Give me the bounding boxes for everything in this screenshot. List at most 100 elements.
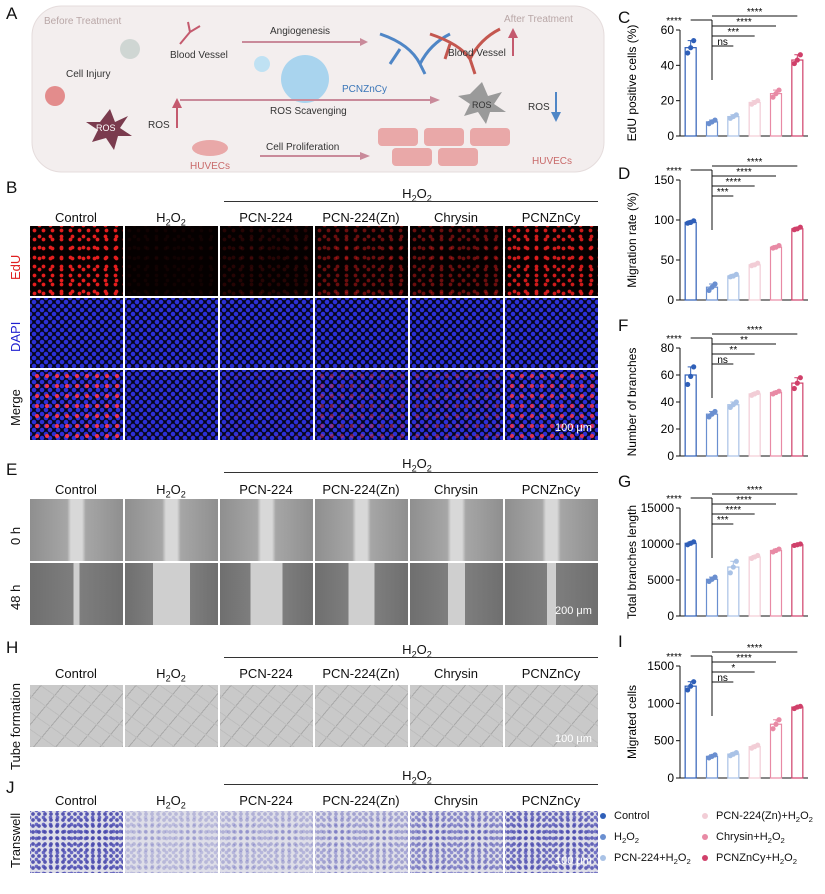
sig-label: *** bbox=[717, 515, 729, 526]
panel-label-d: D bbox=[618, 164, 631, 183]
data-point bbox=[691, 38, 697, 44]
sig-label: ns bbox=[717, 37, 728, 48]
group-line-j bbox=[224, 784, 598, 785]
legend-label: PCN-224(Zn)+H2O2 bbox=[716, 810, 813, 825]
col-pcn224-j: PCN-224 bbox=[239, 793, 293, 808]
huvec-cell-icon bbox=[192, 140, 228, 156]
angiogenesis-label: Angiogenesis bbox=[270, 26, 330, 37]
damaged-cell-icon bbox=[120, 39, 140, 59]
micrograph-tile bbox=[125, 499, 218, 561]
micrograph-tile bbox=[125, 298, 218, 368]
ros-label-mid: ROS bbox=[148, 120, 170, 131]
micrograph-tile bbox=[505, 298, 598, 368]
sig-label: **** bbox=[747, 485, 763, 496]
micrograph-tile bbox=[410, 370, 503, 440]
micrograph-tile bbox=[410, 298, 503, 368]
huvec-cluster-icon bbox=[378, 128, 510, 166]
legend-item: PCNZnCy+H2O2 bbox=[702, 852, 797, 866]
micrograph-tile bbox=[220, 370, 313, 440]
legend-label: Chrysin+H2O2 bbox=[716, 831, 785, 846]
data-point bbox=[685, 50, 691, 56]
data-point bbox=[791, 60, 797, 67]
sig-label: **** bbox=[736, 17, 752, 28]
micrograph-tile bbox=[125, 226, 218, 296]
y-tick-label: 60 bbox=[661, 23, 675, 37]
data-point bbox=[755, 389, 761, 396]
h2o2-group-header-b: H2O2 bbox=[402, 186, 432, 204]
data-point bbox=[691, 218, 697, 224]
data-point bbox=[797, 375, 803, 381]
bar bbox=[684, 542, 697, 617]
pcnzncy-label: PCNZnCy bbox=[342, 84, 387, 95]
sig-label: **** bbox=[736, 167, 752, 178]
micrograph-tile bbox=[410, 226, 503, 296]
sig-label: **** bbox=[666, 652, 682, 663]
sig-label: ** bbox=[729, 345, 737, 356]
micrograph-tile bbox=[30, 811, 123, 873]
panel-label-f: F bbox=[618, 316, 629, 335]
ros-grey-icon bbox=[458, 82, 506, 124]
bar bbox=[791, 59, 804, 137]
legend-item: Chrysin+H2O2 bbox=[702, 831, 785, 845]
micrograph-tile bbox=[220, 298, 313, 368]
bar bbox=[727, 404, 740, 457]
col-control-b: Control bbox=[55, 210, 97, 225]
col-chrysin-e: Chrysin bbox=[433, 482, 479, 497]
bar bbox=[791, 228, 804, 301]
data-point bbox=[712, 117, 718, 123]
data-point bbox=[712, 752, 718, 758]
micrograph-tile bbox=[505, 499, 598, 561]
injured-cell-icon bbox=[45, 86, 65, 106]
data-point bbox=[733, 271, 739, 277]
data-point bbox=[755, 260, 761, 266]
legend-swatch bbox=[600, 813, 606, 820]
ros-grey-label: ROS bbox=[472, 100, 492, 110]
micrograph-tile bbox=[505, 563, 598, 625]
after-treatment-text: After Treatment bbox=[504, 14, 573, 25]
legend-swatch bbox=[702, 855, 708, 862]
sig-label: **** bbox=[747, 325, 763, 336]
y-tick-label: 20 bbox=[661, 422, 675, 436]
data-point bbox=[712, 281, 718, 287]
y-axis-label: Number of branches bbox=[625, 348, 639, 457]
col-pcn224-h: PCN-224 bbox=[239, 666, 293, 681]
group-line-h bbox=[224, 657, 598, 658]
col-control-j: Control bbox=[55, 793, 97, 808]
bar bbox=[705, 578, 719, 617]
sig-label: **** bbox=[747, 643, 763, 654]
micrograph-tile bbox=[125, 563, 218, 625]
bar bbox=[705, 413, 719, 457]
blood-vessel-after-label: Blood Vessel bbox=[448, 48, 506, 59]
col-pcnzncy-b: PCNZnCy bbox=[521, 210, 581, 225]
blood-vessel-label: Blood Vessel bbox=[170, 50, 228, 61]
bar bbox=[769, 723, 783, 779]
micrograph-tile bbox=[315, 811, 408, 873]
y-tick-label: 40 bbox=[661, 395, 675, 409]
legend-label: H2O2 bbox=[614, 831, 640, 846]
data-point bbox=[755, 98, 761, 104]
data-point bbox=[691, 364, 697, 370]
y-tick-label: 150 bbox=[654, 173, 674, 187]
col-chrysin-h: Chrysin bbox=[433, 666, 479, 681]
y-axis-label: Total branches length bbox=[625, 505, 639, 619]
y-axis-label: Migration rate (%) bbox=[625, 192, 639, 287]
sig-label: ns bbox=[717, 355, 728, 366]
h2o2-group-header-h: H2O2 bbox=[402, 642, 432, 660]
panel-label-b: B bbox=[6, 178, 18, 197]
legend-label: PCN-224+H2O2 bbox=[614, 852, 691, 867]
panel-label-c: C bbox=[618, 8, 631, 27]
y-tick-label: 0 bbox=[667, 293, 674, 307]
data-point bbox=[776, 388, 782, 394]
micrograph-tile bbox=[315, 563, 408, 625]
micrograph-tile bbox=[315, 226, 408, 296]
bar bbox=[791, 382, 804, 457]
y-tick-label: 40 bbox=[661, 58, 675, 72]
y-tick-label: 80 bbox=[661, 341, 675, 355]
sig-label: **** bbox=[726, 177, 742, 188]
sig-label: ** bbox=[740, 335, 748, 346]
data-point bbox=[797, 541, 803, 547]
data-point bbox=[691, 539, 697, 545]
bar bbox=[791, 706, 804, 779]
col-pcn224-b: PCN-224 bbox=[239, 210, 293, 225]
